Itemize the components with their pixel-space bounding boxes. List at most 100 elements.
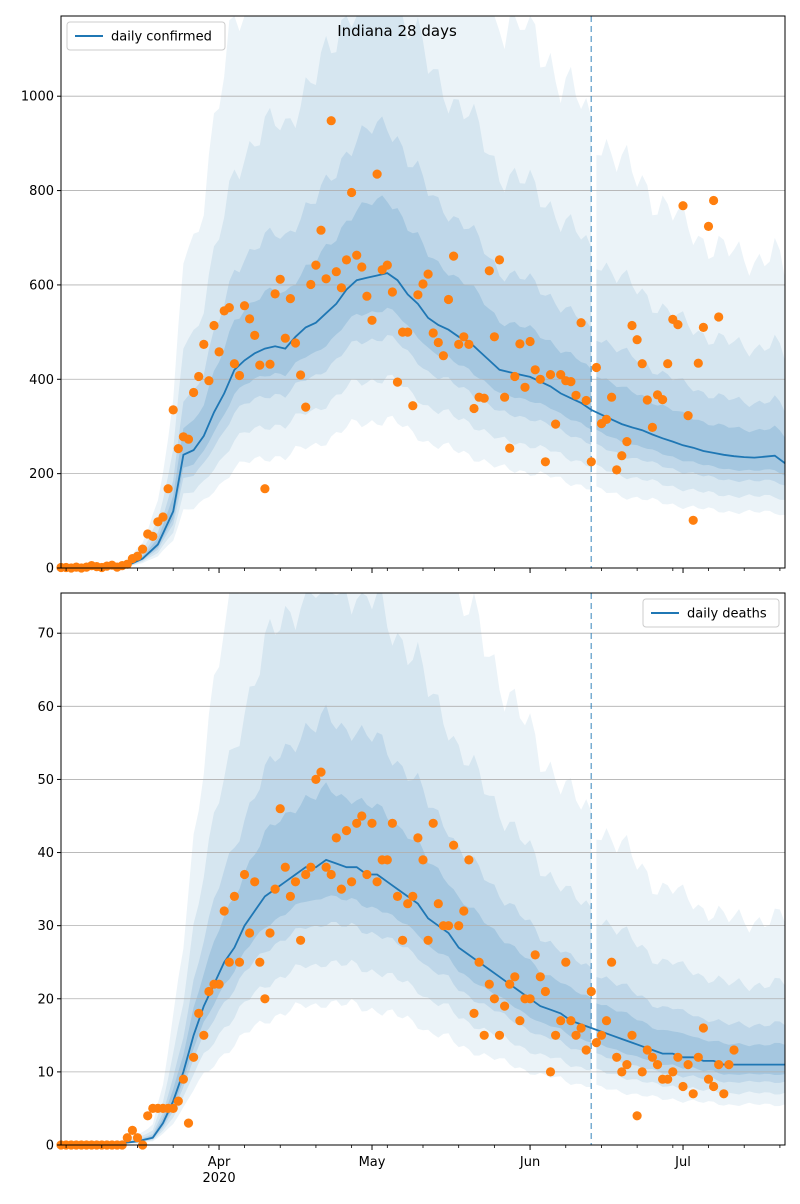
deaths-legend-label: daily deaths (687, 607, 767, 622)
deaths-point-13 (122, 1133, 132, 1143)
deaths-xtick-label-jul: Jul (674, 1155, 691, 1170)
deaths-point-24 (178, 1074, 188, 1084)
deaths-point-39 (255, 957, 265, 967)
deaths-point-96 (545, 1067, 556, 1077)
deaths-xtick-label-apr: Apr (208, 1155, 231, 1170)
confirmed-point-43 (275, 274, 285, 284)
deaths-point-114 (637, 1067, 647, 1077)
confirmed-point-60 (362, 291, 372, 301)
confirmed-point-86 (494, 255, 505, 265)
confirmed-legend-box (66, 21, 226, 51)
confirmed-point-75 (438, 351, 448, 361)
confirmed-point-59 (357, 262, 367, 272)
confirmed-point-44 (280, 333, 290, 343)
confirmed-band-2-seg-1 (596, 262, 785, 500)
confirmed-point-80 (464, 339, 474, 349)
confirmed-point-119 (663, 359, 673, 369)
deaths-xtick-label-may: May (359, 1155, 386, 1170)
deaths-ytick-label-10: 10 (37, 1065, 54, 1080)
deaths-point-25 (183, 1118, 194, 1128)
confirmed-panel: 0 200 400 600 800 1000 daily confirmed (21, 15, 786, 577)
deaths-point-52 (321, 862, 331, 872)
confirmed-point-121 (673, 320, 683, 330)
deaths-point-99 (561, 957, 571, 967)
deaths-point-53 (326, 869, 336, 880)
confirmed-point-94 (535, 374, 545, 384)
confirmed-point-79 (459, 332, 469, 342)
confirmed-point-129 (714, 312, 724, 322)
confirmed-point-70 (413, 290, 423, 300)
deaths-point-116 (647, 1052, 658, 1062)
confirmed-point-93 (530, 365, 540, 375)
deaths-point-45 (285, 891, 295, 902)
deaths-band-0-seg-1 (596, 1003, 785, 1075)
deaths-point-80 (464, 855, 474, 865)
deaths-point-88 (505, 979, 515, 989)
confirmed-point-108 (607, 392, 617, 402)
deaths-point-34 (229, 891, 239, 902)
confirmed-point-111 (622, 437, 632, 447)
confirmed-point-85 (489, 332, 499, 342)
confirmed-point-30 (209, 320, 219, 331)
deaths-point-76 (443, 921, 454, 931)
deaths-point-113 (632, 1111, 642, 1121)
deaths-point-119 (663, 1074, 673, 1084)
deaths-point-47 (296, 935, 306, 945)
deaths-point-92 (525, 994, 535, 1004)
deaths-point-37 (245, 928, 255, 938)
confirmed-ytick-label-600: 600 (29, 278, 54, 293)
confirmed-point-34 (229, 359, 239, 369)
confirmed-point-54 (331, 267, 341, 277)
confirmed-point-87 (500, 392, 510, 402)
deaths-point-69 (408, 891, 418, 902)
confirmed-band-0-seg-0 (61, 195, 592, 568)
deaths-point-121 (673, 1052, 683, 1062)
confirmed-point-83 (479, 393, 489, 403)
confirmed-point-33 (224, 303, 234, 313)
confirmed-point-26 (189, 387, 199, 398)
confirmed-point-124 (688, 515, 698, 525)
deaths-point-28 (199, 1030, 209, 1040)
deaths-point-35 (234, 957, 245, 967)
confirmed-point-90 (515, 339, 525, 349)
deaths-point-103 (581, 1045, 591, 1055)
confirmed-point-113 (632, 335, 642, 345)
confirmed-ytick-label-0: 0 (46, 562, 54, 577)
deaths-point-127 (703, 1074, 714, 1084)
deaths-point-23 (173, 1096, 183, 1106)
confirmed-point-58 (352, 250, 362, 260)
deaths-point-120 (668, 1067, 678, 1077)
confirmed-ytick-label-400: 400 (29, 373, 54, 388)
deaths-band-3-seg-1 (596, 828, 785, 1107)
deaths-point-108 (607, 957, 617, 967)
deaths-point-82 (474, 957, 484, 967)
confirmed-point-104 (586, 457, 596, 467)
deaths-point-87 (500, 1001, 510, 1011)
confirmed-point-102 (576, 318, 586, 328)
confirmed-point-118 (658, 395, 668, 405)
deaths-point-72 (423, 935, 433, 945)
deaths-point-126 (698, 1023, 709, 1033)
confirmed-band-1-seg-0 (61, 116, 592, 568)
deaths-point-90 (515, 1016, 525, 1026)
confirmed-point-29 (204, 376, 214, 386)
confirmed-point-52 (321, 274, 331, 284)
deaths-point-89 (510, 972, 520, 982)
deaths-point-60 (362, 869, 372, 880)
deaths-point-85 (489, 994, 499, 1004)
confirmed-ytick-label-800: 800 (29, 184, 54, 199)
confirmed-point-20 (158, 512, 168, 522)
deaths-point-84 (484, 979, 494, 989)
confirmed-point-39 (255, 360, 265, 370)
deaths-point-130 (719, 1089, 729, 1099)
deaths-point-122 (678, 1081, 688, 1092)
confirmed-point-125 (693, 358, 703, 368)
deaths-point-95 (540, 986, 551, 997)
confirmed-point-45 (285, 294, 295, 304)
confirmed-point-95 (540, 457, 551, 467)
deaths-legend: daily deaths (642, 598, 780, 628)
confirmed-point-74 (433, 337, 443, 348)
deaths-point-79 (459, 906, 469, 916)
